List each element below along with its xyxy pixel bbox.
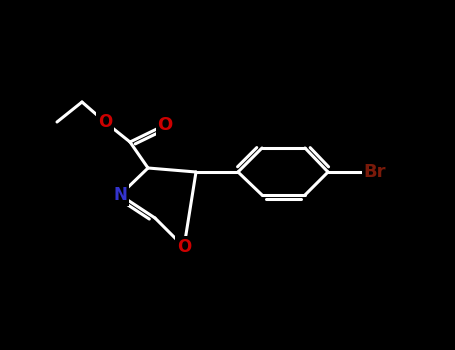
Text: Br: Br <box>364 163 386 181</box>
Text: O: O <box>157 116 172 134</box>
Text: O: O <box>98 113 112 131</box>
Text: N: N <box>113 186 127 204</box>
Text: O: O <box>177 238 191 256</box>
